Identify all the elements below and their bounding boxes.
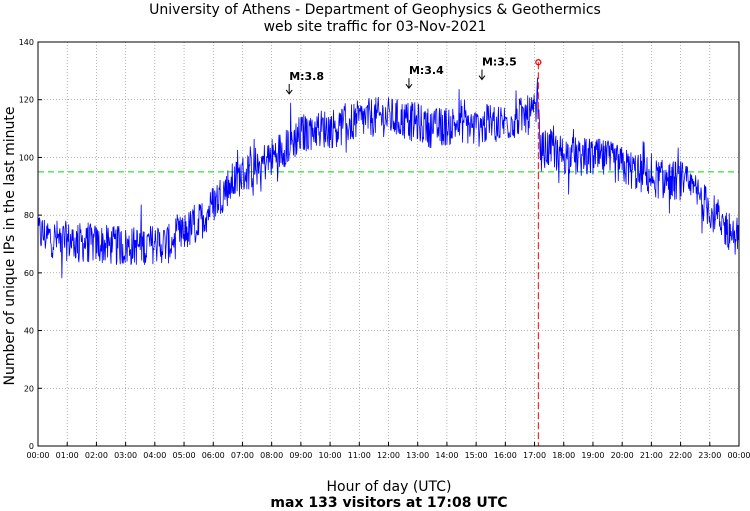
x-tick-label: 15:00 [465,451,488,460]
y-axis-label: Number of unique IPs in the last minute [2,107,18,386]
x-axis-label: Hour of day (UTC) [327,479,452,495]
y-tick-label: 20 [24,384,34,393]
earthquake-label: M:3.8 [289,70,324,83]
x-tick-label: 09:00 [289,451,312,460]
earthquake-label: M:3.5 [482,56,517,69]
x-tick-label: 19:00 [581,451,604,460]
max-marker-point [535,59,542,66]
x-tick-label: 17:00 [523,451,546,460]
x-tick-label: 13:00 [406,451,429,460]
y-tick-label: 80 [24,211,34,220]
x-tick-label: 10:00 [319,451,342,460]
x-tick-label: 01:00 [56,451,79,460]
footer-text: max 133 visitors at 17:08 UTC [270,495,507,511]
x-tick-label: 03:00 [114,451,137,460]
y-tick-label: 140 [19,38,34,47]
x-tick-label: 12:00 [377,451,400,460]
x-tick-label: 00:00 [727,451,750,460]
x-tick-label: 08:00 [260,451,283,460]
y-tick-label: 100 [19,153,34,162]
x-axis-ticks: 00:00 01:00 02:00 03:00 04:00 05:00 06:00 07:00… [26,442,750,460]
series-line [37,77,739,279]
earthquake-arrow-head [478,75,486,81]
x-tick-label: 20:00 [611,451,634,460]
x-tick-label: 06:00 [202,451,225,460]
x-tick-label: 21:00 [640,451,663,460]
x-tick-label: 11:00 [348,451,371,460]
grid [38,42,739,446]
y-tick-label: 0 [29,442,34,451]
x-tick-label: 18:00 [552,451,575,460]
x-tick-label: 23:00 [698,451,721,460]
x-tick-label: 07:00 [231,451,254,460]
x-tick-label: 04:00 [143,451,166,460]
y-tick-label: 40 [24,327,34,336]
y-tick-label: 120 [19,96,34,105]
chart-title: University of Athens - Department of Geo… [149,2,601,18]
y-tick-label: 60 [24,269,34,278]
x-tick-label: 22:00 [669,451,692,460]
x-tick-label: 00:00 [26,451,49,460]
x-tick-label: 02:00 [85,451,108,460]
earthquake-arrow-head [405,83,413,90]
chart-subtitle: web site traffic for 03-Nov-2021 [264,19,487,35]
annotations: M:3.8 M:3.4 M:3.5 [285,56,517,95]
x-tick-label: 16:00 [494,451,517,460]
y-axis-ticks: 0 20 40 60 80 100 120 140 [19,38,42,451]
x-tick-label: 05:00 [173,451,196,460]
x-tick-label: 14:00 [435,451,458,460]
earthquake-label: M:3.4 [409,64,444,77]
earthquake-arrow-head [285,89,293,95]
